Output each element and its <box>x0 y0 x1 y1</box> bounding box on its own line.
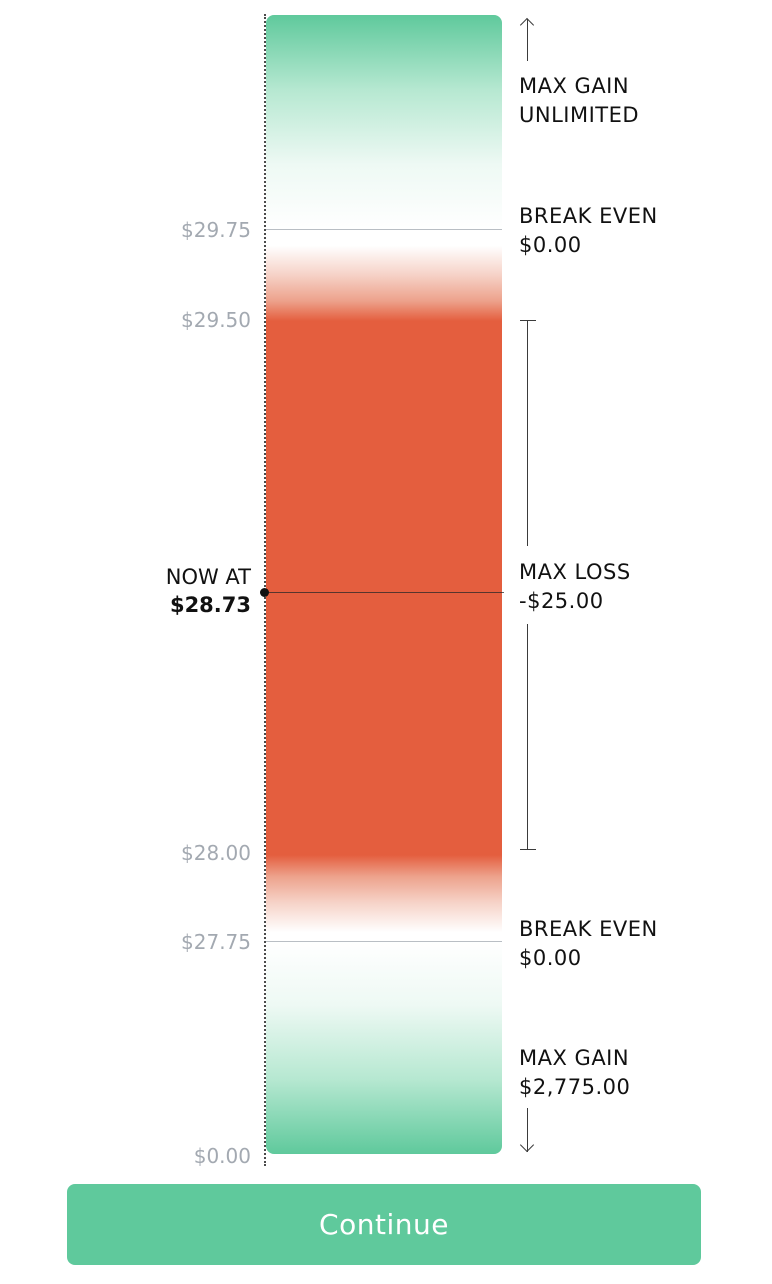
current-price-label: NOW AT $28.73 <box>91 563 251 619</box>
max-gain-bottom-note: MAX GAIN $2,775.00 <box>519 1044 759 1102</box>
note-value: $2,775.00 <box>519 1075 631 1099</box>
current-price-title: NOW AT <box>165 565 251 589</box>
price-tick: $0.00 <box>193 1144 251 1168</box>
gain-zone-bottom <box>266 941 502 1154</box>
up-arrow-icon <box>519 17 535 33</box>
note-value: -$25.00 <box>519 589 604 613</box>
continue-button[interactable]: Continue <box>67 1184 701 1265</box>
break-even-transition-top <box>266 229 502 321</box>
break-even-line-bottom <box>266 941 502 942</box>
down-arrow-icon <box>519 1137 535 1153</box>
max-gain-top-note: MAX GAIN UNLIMITED <box>519 72 759 130</box>
max-gain-bottom-arrow-shaft <box>527 1108 528 1152</box>
price-tick: $27.75 <box>181 930 251 954</box>
loss-zone <box>266 321 502 855</box>
break-even-transition-bottom <box>266 855 502 941</box>
max-gain-top-arrow-shaft <box>527 19 528 61</box>
current-price-marker <box>260 588 269 597</box>
current-price-line <box>264 592 504 593</box>
note-value: $0.00 <box>519 233 582 257</box>
max-loss-bracket-bottom <box>527 624 528 849</box>
max-loss-bracket-top <box>527 320 528 546</box>
note-title: MAX LOSS <box>519 560 631 584</box>
max-loss-bracket-cap-bottom <box>520 849 536 850</box>
gain-zone-top <box>266 15 502 229</box>
break-even-bottom-note: BREAK EVEN $0.00 <box>519 915 759 973</box>
note-value: UNLIMITED <box>519 103 640 127</box>
note-title: MAX GAIN <box>519 1046 630 1070</box>
price-tick: $29.50 <box>181 308 251 332</box>
break-even-line-top <box>266 229 502 230</box>
max-loss-note: MAX LOSS -$25.00 <box>519 558 759 616</box>
current-price-value: $28.73 <box>169 593 251 617</box>
price-tick: $29.75 <box>181 218 251 242</box>
note-title: BREAK EVEN <box>519 917 658 941</box>
note-title: MAX GAIN <box>519 74 630 98</box>
payoff-bar <box>266 15 502 1154</box>
price-tick: $28.00 <box>181 841 251 865</box>
max-loss-bracket-cap-top <box>520 320 536 321</box>
note-value: $0.00 <box>519 946 582 970</box>
break-even-top-note: BREAK EVEN $0.00 <box>519 202 759 260</box>
note-title: BREAK EVEN <box>519 204 658 228</box>
